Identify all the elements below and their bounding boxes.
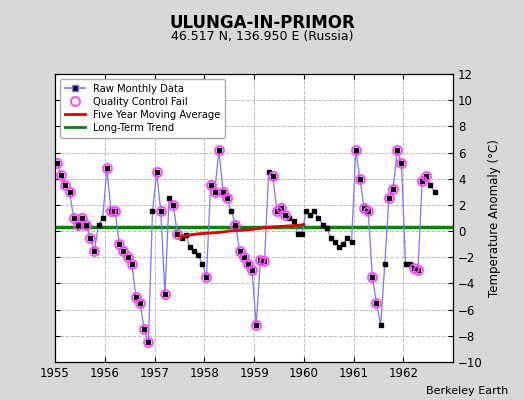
Text: 46.517 N, 136.950 E (Russia): 46.517 N, 136.950 E (Russia): [171, 30, 353, 43]
Legend: Raw Monthly Data, Quality Control Fail, Five Year Moving Average, Long-Term Tren: Raw Monthly Data, Quality Control Fail, …: [60, 79, 225, 138]
Text: Berkeley Earth: Berkeley Earth: [426, 386, 508, 396]
Text: ULUNGA-IN-PRIMOR: ULUNGA-IN-PRIMOR: [169, 14, 355, 32]
Y-axis label: Temperature Anomaly (°C): Temperature Anomaly (°C): [488, 139, 501, 297]
